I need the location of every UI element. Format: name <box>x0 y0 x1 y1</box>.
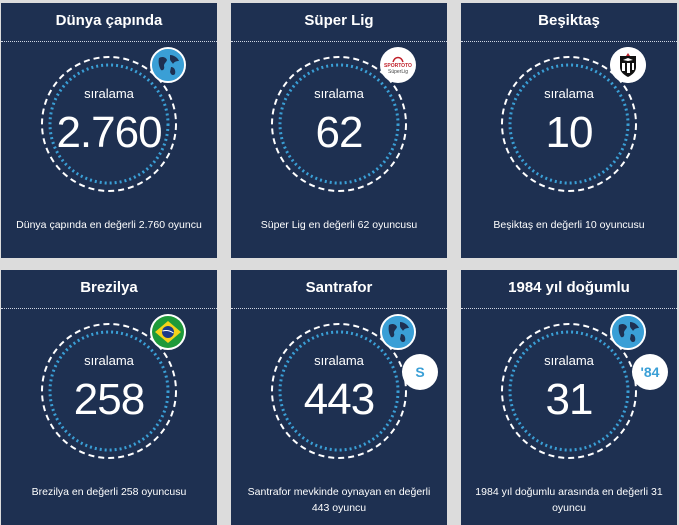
globe-icon <box>380 314 416 350</box>
ranking-ring <box>41 56 177 192</box>
globe-icon <box>610 314 646 350</box>
rank-label: sıralama <box>314 86 364 101</box>
rank-label: sıralama <box>84 353 134 368</box>
divider <box>461 41 677 42</box>
rank-label: sıralama <box>84 86 134 101</box>
rank-label: sıralama <box>544 353 594 368</box>
ranking-ring <box>41 323 177 459</box>
card-title: 1984 yıl doğumlu <box>508 279 630 296</box>
rank-value: 31 <box>545 375 594 424</box>
card-caption: Beşiktaş en değerli 10 oyuncusu <box>493 219 645 231</box>
ranking-card-born-1984[interactable]: 1984 yıl doğumlu sıralama 31 1984 yıl do… <box>461 270 677 525</box>
divider <box>231 308 447 309</box>
super-lig-logo-icon: SPORTOTO SüperLig <box>380 47 416 83</box>
rank-label: sıralama <box>544 86 594 101</box>
card-caption: Dünya çapında en değerli 2.760 oyuncu <box>16 219 202 231</box>
besiktas-crest-icon <box>610 47 646 83</box>
globe-icon <box>150 47 186 83</box>
rank-value: 443 <box>303 375 375 424</box>
divider <box>1 308 217 309</box>
ranking-ring <box>271 56 407 192</box>
card-title: Brezilya <box>80 279 138 296</box>
rank-label: sıralama <box>314 353 364 368</box>
rank-value: 2.760 <box>56 108 162 157</box>
birth-year-badge: '84 <box>632 354 668 390</box>
ranking-ring <box>501 323 637 459</box>
card-caption: Santrafor mevkinde oynayan en değerli 44… <box>247 486 431 514</box>
rank-value: 62 <box>315 108 364 157</box>
divider <box>231 41 447 42</box>
rank-value: 258 <box>73 375 145 424</box>
logo-text-line-1: SPORTOTO <box>384 63 412 69</box>
card-title: Süper Lig <box>304 12 374 29</box>
card-caption: Süper Lig en değerli 62 oyuncusu <box>260 219 418 231</box>
ranking-card-brazil[interactable]: Brezilya sıralama 258 Brezilya en değerl… <box>1 270 217 525</box>
card-title: Dünya çapında <box>55 12 163 29</box>
ranking-ring <box>271 323 407 459</box>
ranking-card-striker[interactable]: Santrafor sıralama 443 Santrafor mevkind… <box>231 270 447 525</box>
ranking-card-world[interactable]: Dünya çapında sıralama 2.760 Dünya çapın… <box>1 3 217 258</box>
divider <box>461 308 677 309</box>
rank-value: 10 <box>545 108 594 157</box>
card-title: Santrafor <box>305 279 373 296</box>
card-title: Beşiktaş <box>538 12 600 29</box>
logo-text-line-2: SüperLig <box>387 69 408 75</box>
card-caption: 1984 yıl doğumlu arasında en değerli 31 … <box>475 486 663 514</box>
ranking-card-super-lig[interactable]: Süper Lig sıralama 62 Süper Lig en değer… <box>231 3 447 258</box>
ranking-ring <box>501 56 637 192</box>
card-caption: Brezilya en değerli 258 oyuncusu <box>31 486 187 498</box>
ranking-card-besiktas[interactable]: Beşiktaş sıralama 10 Beşiktaş en değerli… <box>461 3 677 258</box>
divider <box>1 41 217 42</box>
position-badge: S <box>402 354 438 390</box>
brazil-flag-icon <box>150 314 186 350</box>
